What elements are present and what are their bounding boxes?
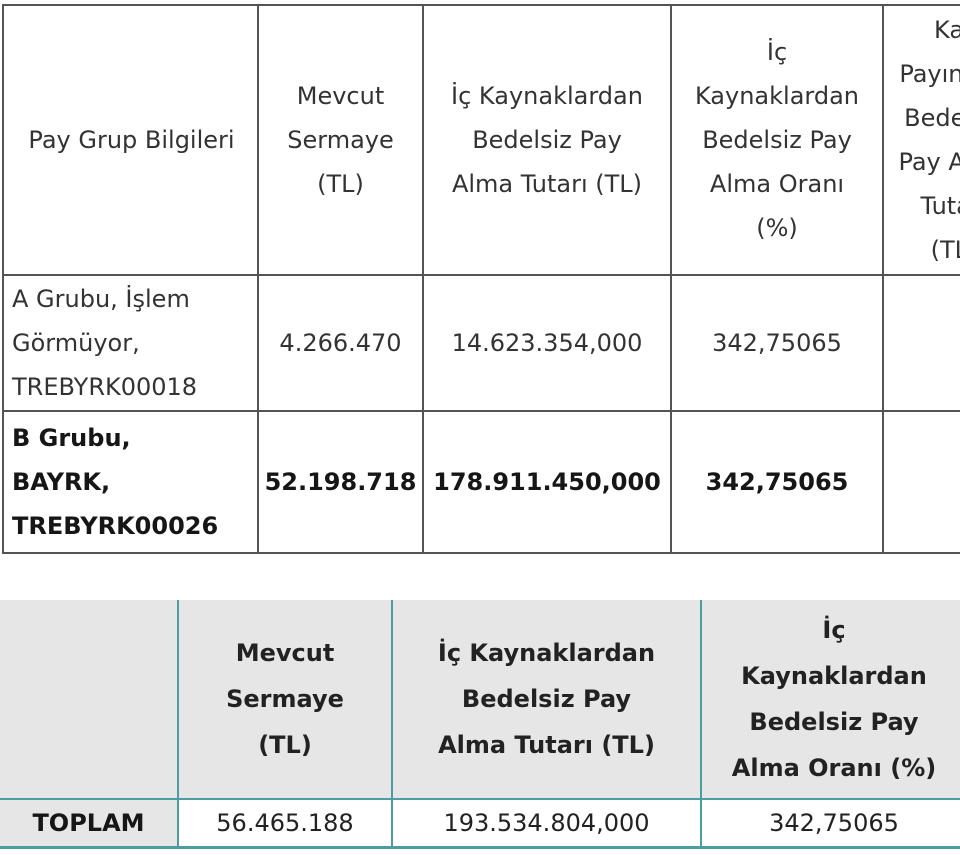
header-ic-kaynak-tutar: İç Kaynaklardan Bedelsiz Pay Alma Tutarı…: [422, 4, 672, 276]
totals-table: Mevcut Sermaye (TL) İç Kaynaklardan Bede…: [0, 600, 960, 849]
header-kar-payi-tutar: Kar Payından Bedelsiz Pay Alma Tutarı (T…: [882, 4, 960, 276]
pay-group-table: Pay Grup Bilgileri Mevcut Sermaye (TL) İ…: [2, 4, 960, 554]
totals-header-empty: [0, 600, 178, 799]
group-a-ic-kaynak-tutar: 14.623.354,000: [422, 274, 672, 412]
totals-header-ic-kaynak-tutar: İç Kaynaklardan Bedelsiz Pay Alma Tutarı…: [391, 600, 701, 799]
toplam-ic-kaynak-tutar: 193.534.804,000: [391, 798, 701, 849]
group-a-name: A Grubu, İşlem Görmüyor, TREBYRK00018: [2, 274, 259, 412]
toplam-ic-kaynak-oran: 342,75065: [700, 798, 960, 849]
group-b-ic-kaynak-tutar: 178.911.450,000: [422, 410, 672, 554]
totals-data-row: TOPLAM 56.465.188 193.534.804,000 342,75…: [0, 798, 960, 849]
group-b-mevcut-sermaye: 52.198.718: [257, 410, 424, 554]
pay-group-header-row: Pay Grup Bilgileri Mevcut Sermaye (TL) İ…: [2, 4, 960, 276]
header-ic-kaynak-oran: İç Kaynaklardan Bedelsiz Pay Alma Oranı …: [670, 4, 884, 276]
table-row-group-a: A Grubu, İşlem Görmüyor, TREBYRK00018 4.…: [2, 274, 960, 412]
table-row-group-b: B Grubu, BAYRK, TREBYRK00026 52.198.718 …: [2, 410, 960, 554]
totals-header-ic-kaynak-oran: İç Kaynaklardan Bedelsiz Pay Alma Oranı …: [700, 600, 960, 799]
group-a-kar-payi-tutar: [882, 274, 960, 412]
header-pay-grup-bilgileri: Pay Grup Bilgileri: [2, 4, 259, 276]
group-b-kar-payi-tutar: [882, 410, 960, 554]
totals-header-mevcut-sermaye: Mevcut Sermaye (TL): [177, 600, 392, 799]
totals-header-row: Mevcut Sermaye (TL) İç Kaynaklardan Bede…: [0, 600, 960, 799]
toplam-label: TOPLAM: [0, 798, 178, 849]
header-mevcut-sermaye: Mevcut Sermaye (TL): [257, 4, 424, 276]
group-b-name: B Grubu, BAYRK, TREBYRK00026: [2, 410, 259, 554]
group-a-mevcut-sermaye: 4.266.470: [257, 274, 424, 412]
group-b-ic-kaynak-oran: 342,75065: [670, 410, 884, 554]
group-a-ic-kaynak-oran: 342,75065: [670, 274, 884, 412]
toplam-mevcut-sermaye: 56.465.188: [177, 798, 392, 849]
